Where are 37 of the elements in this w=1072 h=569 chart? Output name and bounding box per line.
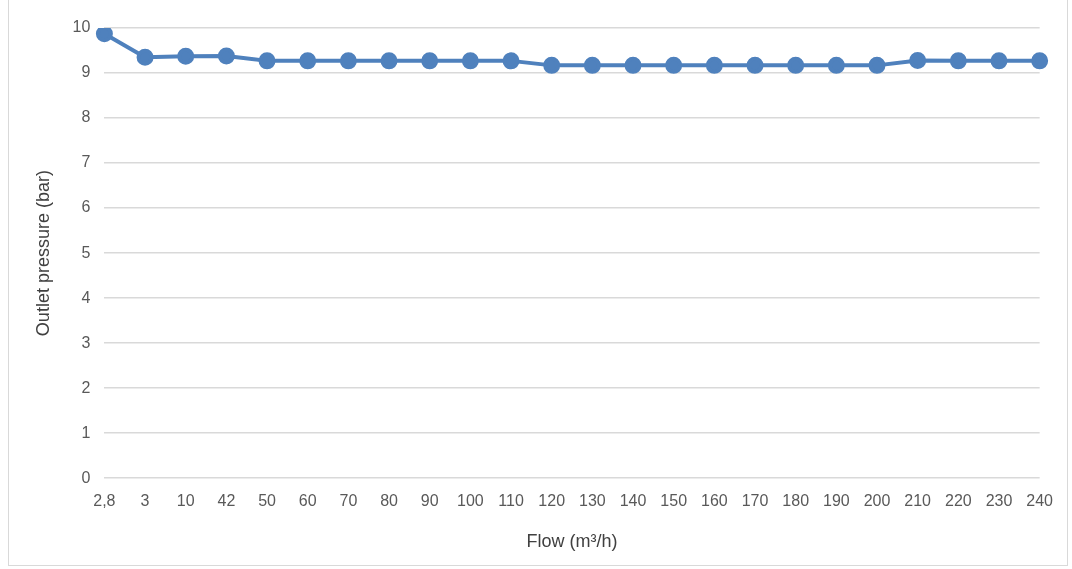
x-tick-label: 42 [217, 492, 236, 510]
x-tick-label: 210 [904, 492, 932, 510]
x-tick-label: 140 [619, 492, 647, 510]
x-tick-label: 190 [822, 492, 850, 510]
x-tick-label: 10 [176, 492, 195, 510]
x-tick-label: 70 [339, 492, 358, 510]
y-tick-label: 2 [81, 378, 91, 396]
y-tick-label: 4 [81, 288, 91, 306]
x-tick-label: 60 [298, 492, 317, 510]
y-tick-label: 3 [81, 333, 91, 351]
x-tick-label: 160 [700, 492, 728, 510]
y-tick-label: 9 [81, 63, 91, 81]
x-tick-label: 220 [944, 492, 972, 510]
x-tick-label: 110 [498, 492, 524, 510]
y-tick-label: 1 [81, 423, 91, 441]
x-tick-label: 120 [538, 492, 566, 510]
y-tick-label: 6 [81, 198, 91, 216]
y-tick-label: 0 [81, 468, 91, 486]
x-tick-label: 150 [660, 492, 688, 510]
x-tick-label: 80 [380, 492, 399, 510]
x-tick-label: 2,8 [93, 492, 116, 510]
x-tick-label: 240 [1026, 492, 1054, 510]
y-tick-label: 7 [81, 153, 91, 171]
x-tick-label: 50 [258, 492, 277, 510]
x-tick-label: 100 [457, 492, 484, 510]
x-tick-label: 90 [420, 492, 439, 510]
y-axis-title: Outlet pressure (bar) [32, 170, 53, 337]
x-tick-label: 130 [579, 492, 606, 510]
x-tick-label: 170 [741, 492, 769, 510]
x-tick-label: 180 [782, 492, 810, 510]
x-tick-label: 3 [140, 492, 150, 510]
x-tick-label: 200 [863, 492, 891, 510]
y-tick-label: 10 [72, 18, 91, 36]
x-tick-label: 230 [985, 492, 1013, 510]
x-axis-title: Flow (m³/h) [526, 531, 618, 552]
y-tick-label: 5 [81, 243, 91, 261]
y-tick-label: 8 [81, 108, 91, 126]
